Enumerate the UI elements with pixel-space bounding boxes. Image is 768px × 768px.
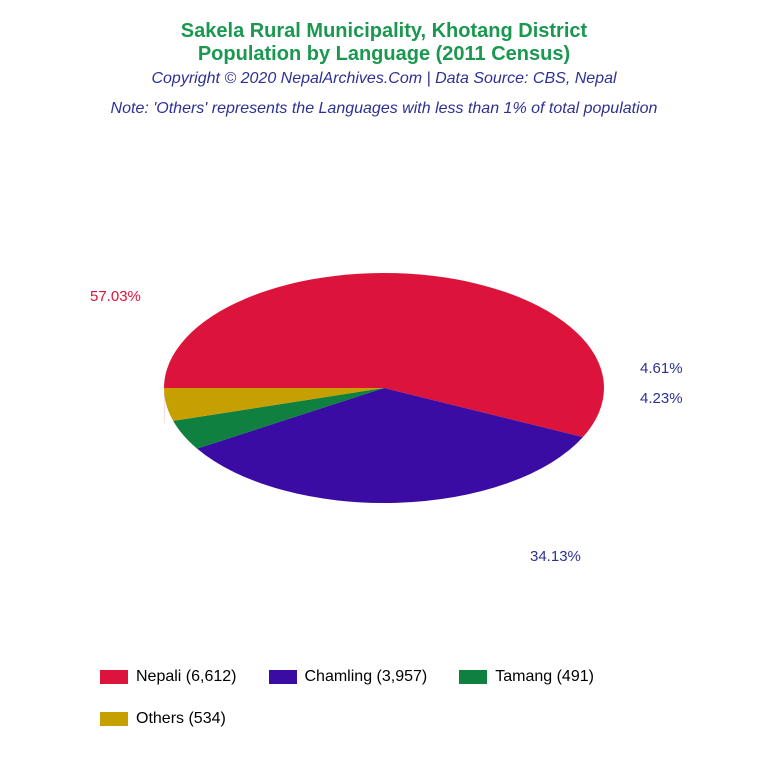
title-line-1: Sakela Rural Municipality, Khotang Distr…	[0, 20, 768, 43]
legend-label: Tamang (491)	[495, 668, 594, 686]
chart-legend: Nepali (6,612) Chamling (3,957) Tamang (49…	[0, 668, 768, 728]
note-line: Note: 'Others' represents the Languages …	[0, 100, 768, 118]
copyright-line: Copyright © 2020 NepalArchives.Com | Dat…	[0, 70, 768, 88]
pie-chart-area: 57.03% 34.13% 4.23% 4.61%	[0, 118, 768, 618]
slice-percent-label: 4.23%	[640, 390, 683, 407]
legend-label: Chamling (3,957)	[305, 668, 428, 686]
legend-swatch	[100, 670, 128, 684]
slice-percent-label: 4.61%	[640, 360, 683, 377]
legend-swatch	[269, 670, 297, 684]
legend-item: Others (534)	[100, 710, 226, 728]
legend-swatch	[459, 670, 487, 684]
legend-swatch	[100, 712, 128, 726]
chart-header: Sakela Rural Municipality, Khotang Distr…	[0, 0, 768, 118]
legend-label: Others (534)	[136, 710, 226, 728]
legend-item: Nepali (6,612)	[100, 668, 237, 686]
legend-label: Nepali (6,612)	[136, 668, 237, 686]
legend-item: Chamling (3,957)	[269, 668, 428, 686]
title-line-2: Population by Language (2011 Census)	[0, 43, 768, 66]
legend-item: Tamang (491)	[459, 668, 594, 686]
slice-percent-label: 34.13%	[530, 548, 581, 565]
slice-percent-label: 57.03%	[90, 288, 141, 305]
